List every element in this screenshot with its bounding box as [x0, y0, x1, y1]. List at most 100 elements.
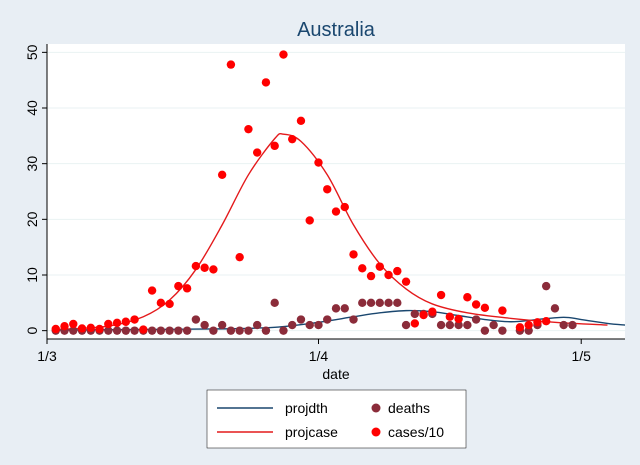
data-point-cases-10: [261, 78, 271, 87]
data-point-deaths: [340, 304, 349, 313]
data-point-deaths: [235, 326, 244, 335]
data-point-cases-10: [288, 134, 297, 144]
data-point-deaths: [410, 309, 420, 319]
x-axis-label: date: [322, 366, 349, 382]
data-point-deaths: [147, 326, 157, 335]
x-tick-label: 1/3: [37, 348, 57, 364]
data-point-deaths: [121, 326, 131, 335]
legend: projdth deaths projcase cases/10: [206, 389, 467, 449]
data-point-cases-10: [217, 170, 227, 180]
data-point-cases-10: [209, 265, 218, 274]
legend-label-projdth: projdth: [285, 400, 328, 416]
data-point-deaths: [559, 320, 568, 330]
data-point-cases-10: [393, 266, 402, 276]
data-point-deaths: [454, 320, 463, 330]
data-point-cases-10: [340, 202, 349, 212]
data-point-cases-10: [104, 319, 113, 329]
data-point-cases-10: [165, 299, 174, 309]
data-point-cases-10: [445, 312, 455, 321]
data-point-deaths: [244, 326, 253, 335]
data-point-deaths: [323, 315, 332, 324]
data-point-deaths: [349, 315, 358, 324]
data-point-deaths: [550, 304, 560, 313]
data-point-cases-10: [480, 303, 490, 313]
data-point-cases-10: [270, 141, 279, 151]
data-point-deaths: [331, 304, 341, 313]
data-point-cases-10: [86, 323, 95, 333]
data-point-deaths: [305, 320, 314, 330]
data-point-cases-10: [112, 318, 122, 328]
series-points: [51, 50, 577, 335]
data-point-deaths: [174, 326, 183, 335]
data-point-cases-10: [174, 281, 183, 291]
data-point-cases-10: [384, 270, 393, 280]
data-point-cases-10: [375, 262, 384, 271]
data-point-cases-10: [419, 310, 428, 320]
data-point-deaths: [112, 326, 122, 335]
data-point-cases-10: [314, 158, 323, 167]
legend-item-deaths: deaths: [371, 400, 430, 416]
data-point-cases-10: [296, 116, 306, 126]
data-point-cases-10: [349, 250, 358, 259]
data-point-cases-10: [498, 306, 507, 315]
data-point-deaths: [480, 326, 490, 335]
data-point-cases-10: [428, 307, 437, 316]
data-point-deaths: [314, 320, 323, 330]
data-point-cases-10: [533, 318, 542, 327]
data-point-deaths: [279, 326, 288, 335]
data-point-cases-10: [358, 264, 367, 273]
data-point-cases-10: [182, 284, 192, 293]
data-point-deaths: [296, 315, 306, 324]
data-point-deaths: [226, 326, 236, 335]
data-point-cases-10: [524, 320, 533, 330]
data-point-cases-10: [130, 315, 139, 324]
data-point-deaths: [217, 320, 227, 330]
legend-box: [206, 389, 467, 449]
data-point-cases-10: [366, 271, 376, 281]
data-point-cases-10: [252, 148, 262, 157]
data-point-deaths: [130, 326, 139, 335]
legend-item-projdth: projdth: [217, 400, 328, 416]
data-point-deaths: [568, 320, 577, 330]
data-point-cases-10: [410, 319, 420, 328]
data-point-deaths: [463, 320, 472, 330]
data-point-deaths: [261, 326, 271, 335]
data-point-cases-10: [515, 323, 525, 332]
data-point-deaths: [436, 320, 446, 330]
data-point-cases-10: [235, 252, 244, 262]
data-point-cases-10: [279, 50, 288, 59]
data-point-deaths: [209, 326, 218, 335]
data-point-deaths: [69, 326, 78, 335]
data-point-cases-10: [323, 185, 332, 194]
legend-key-cases-10: [371, 427, 381, 437]
axes: 0 10 20 30 40 50 1/3 1/4 1/5: [24, 44, 625, 364]
data-point-cases-10: [244, 124, 253, 134]
data-point-deaths: [445, 320, 455, 330]
data-point-cases-10: [331, 207, 341, 216]
legend-label-deaths: deaths: [388, 400, 430, 416]
data-point-deaths: [252, 320, 262, 330]
data-point-cases-10: [51, 324, 60, 334]
data-point-cases-10: [156, 298, 166, 308]
data-point-cases-10: [436, 290, 446, 300]
data-point-cases-10: [541, 316, 551, 326]
data-point-deaths: [358, 298, 367, 308]
data-point-cases-10: [69, 319, 78, 329]
data-point-cases-10: [454, 314, 463, 324]
data-point-cases-10: [226, 60, 236, 69]
data-point-deaths: [182, 326, 192, 335]
data-point-cases-10: [191, 261, 201, 271]
y-tick-label: 20: [24, 211, 40, 227]
y-tick-label: 50: [24, 44, 40, 60]
data-point-cases-10: [200, 263, 209, 272]
data-point-cases-10: [121, 317, 131, 326]
data-point-cases-10: [463, 293, 472, 302]
data-point-deaths: [393, 298, 402, 308]
chart-title: Australia: [297, 19, 376, 41]
data-point-deaths: [156, 326, 166, 335]
data-point-deaths: [104, 326, 113, 335]
y-tick-label: 10: [24, 267, 40, 283]
data-point-cases-10: [60, 321, 69, 331]
data-point-cases-10: [401, 277, 411, 286]
